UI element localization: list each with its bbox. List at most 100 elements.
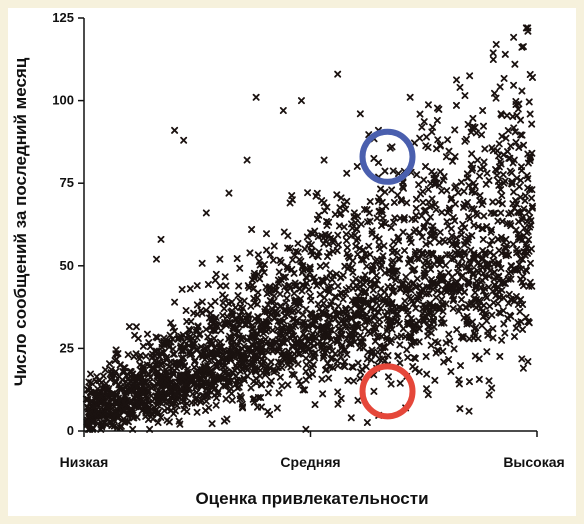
data-point <box>391 315 399 323</box>
data-point <box>169 345 177 353</box>
data-point <box>447 368 455 376</box>
data-point <box>249 332 257 340</box>
data-point <box>381 343 389 351</box>
data-point <box>246 344 254 352</box>
data-point <box>507 142 515 150</box>
data-point <box>352 242 360 250</box>
data-point <box>377 185 385 193</box>
data-point <box>144 386 152 394</box>
data-point <box>426 213 434 221</box>
data-point <box>457 226 465 234</box>
data-point <box>415 338 423 346</box>
data-point <box>448 194 456 202</box>
data-point <box>101 366 109 374</box>
data-point <box>344 323 352 331</box>
data-point <box>377 332 385 340</box>
data-point <box>338 341 346 349</box>
data-point <box>171 298 179 306</box>
data-point <box>285 347 293 355</box>
data-point <box>173 390 181 398</box>
data-point <box>343 244 351 252</box>
data-point <box>173 384 181 392</box>
data-point <box>481 251 489 259</box>
data-point <box>393 274 401 282</box>
data-point <box>337 289 345 297</box>
data-point <box>126 405 134 413</box>
data-point <box>365 242 373 250</box>
data-point <box>220 351 228 359</box>
data-point <box>423 218 431 226</box>
data-point <box>271 282 279 290</box>
data-point <box>169 324 177 332</box>
data-point <box>212 401 220 409</box>
data-point <box>439 176 447 184</box>
data-point <box>429 250 437 258</box>
data-point <box>443 187 451 195</box>
x-axis-label: Оценка привлекательности <box>195 489 428 508</box>
data-point <box>297 341 305 349</box>
data-point <box>505 154 513 162</box>
data-point <box>423 370 431 378</box>
data-point <box>384 283 392 291</box>
data-point <box>396 285 404 293</box>
data-point <box>297 257 305 265</box>
highlight-layer <box>359 128 416 420</box>
data-point <box>200 348 208 356</box>
data-point <box>460 314 468 322</box>
data-point <box>334 241 342 249</box>
data-point <box>314 324 322 332</box>
data-point <box>479 287 487 295</box>
data-point <box>319 333 327 341</box>
data-point <box>479 107 487 115</box>
data-point <box>448 273 456 281</box>
data-point <box>517 255 525 263</box>
data-point <box>424 310 432 318</box>
data-point <box>362 363 370 371</box>
data-point <box>204 333 212 341</box>
data-point <box>458 296 466 304</box>
data-point <box>148 364 156 372</box>
data-point <box>486 241 494 249</box>
data-point <box>465 277 473 285</box>
data-point <box>416 292 424 300</box>
data-point <box>305 240 313 248</box>
data-point <box>451 279 459 287</box>
data-point <box>234 292 242 300</box>
data-point <box>135 403 143 411</box>
data-point <box>229 348 237 356</box>
data-point <box>377 304 385 312</box>
data-point <box>497 186 505 194</box>
data-point <box>336 204 344 212</box>
data-point <box>302 354 310 362</box>
data-point <box>472 295 480 303</box>
data-point <box>356 374 364 382</box>
data-point <box>228 396 236 404</box>
data-point <box>179 343 187 351</box>
data-point <box>474 269 482 277</box>
data-point <box>178 285 186 293</box>
data-point <box>373 214 381 222</box>
data-point <box>236 367 244 375</box>
data-point <box>286 244 294 252</box>
data-point <box>514 230 522 238</box>
data-point <box>124 351 132 359</box>
data-point <box>112 346 120 354</box>
data-point <box>492 273 500 281</box>
data-point <box>406 331 414 339</box>
data-point <box>455 380 463 388</box>
x-tick-label: Низкая <box>60 454 109 470</box>
data-point <box>497 264 505 272</box>
data-point <box>469 318 477 326</box>
data-point <box>496 158 504 166</box>
data-point <box>142 352 150 360</box>
data-point <box>359 275 367 283</box>
data-point <box>477 261 485 269</box>
data-point <box>277 302 285 310</box>
data-point <box>393 267 401 275</box>
data-point <box>124 375 132 383</box>
data-point <box>337 209 345 217</box>
data-point <box>449 214 457 222</box>
data-point <box>294 307 302 315</box>
data-point <box>275 345 283 353</box>
data-point <box>380 242 388 250</box>
